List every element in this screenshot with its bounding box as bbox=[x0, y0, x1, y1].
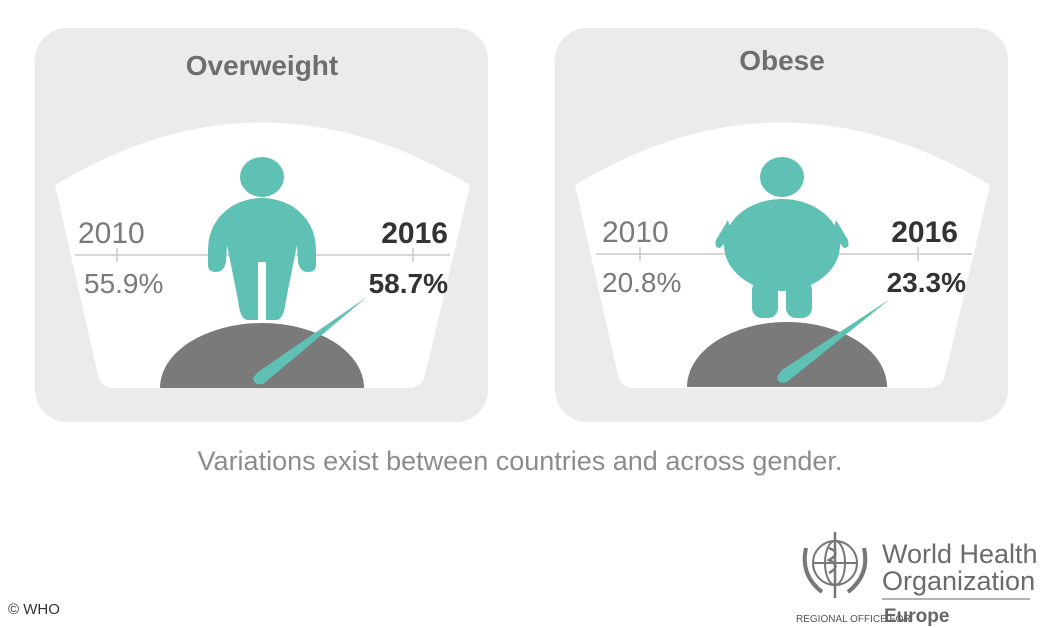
caption: Variations exist between countries and a… bbox=[198, 446, 843, 476]
copyright: © WHO bbox=[8, 601, 60, 618]
panel-title: Overweight bbox=[186, 50, 338, 81]
year-end: 2016 bbox=[891, 216, 958, 249]
who-logo: World Health Organization REGIONAL OFFIC… bbox=[796, 532, 1038, 627]
region-label: Europe bbox=[884, 606, 949, 627]
gauge-needle bbox=[253, 297, 367, 385]
value-end: 58.7% bbox=[369, 268, 448, 299]
overweight-person-icon bbox=[208, 157, 316, 320]
who-name-line1: World Health bbox=[882, 539, 1038, 569]
obese-person-icon bbox=[715, 157, 849, 318]
who-name-line2: Organization bbox=[882, 566, 1035, 596]
gauge-needle bbox=[777, 299, 890, 383]
overweight-panel: Overweight 2010 55.9% 2016 58.7% bbox=[35, 28, 488, 422]
panel-title: Obese bbox=[739, 45, 825, 76]
year-start: 2010 bbox=[602, 216, 669, 249]
obese-panel: Obese 2010 20.8% 2016 23.3% bbox=[555, 28, 1008, 422]
regional-office-label: REGIONAL OFFICE FOR bbox=[796, 614, 911, 625]
value-end: 23.3% bbox=[887, 267, 966, 298]
value-start: 20.8% bbox=[602, 267, 681, 298]
year-start: 2010 bbox=[78, 217, 145, 250]
value-start: 55.9% bbox=[84, 268, 163, 299]
year-end: 2016 bbox=[381, 217, 448, 250]
who-emblem-icon bbox=[802, 532, 868, 598]
